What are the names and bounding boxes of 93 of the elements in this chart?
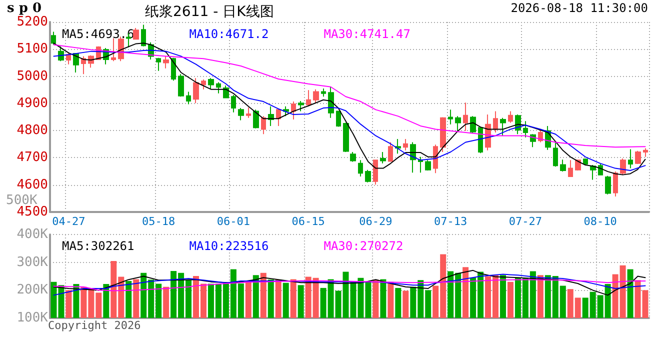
y-tick-label: 4600 (16, 177, 48, 192)
candlestick (463, 102, 468, 132)
text: Copyright 2026 (48, 319, 141, 332)
candlestick (328, 86, 334, 118)
candlestick (336, 110, 341, 128)
candlestick (186, 91, 191, 105)
candlestick (478, 126, 483, 154)
y-tick-label: 4900 (16, 96, 48, 111)
candlestick (380, 152, 386, 164)
candlestick (156, 57, 161, 72)
chart-subtitle: 纸浆2611 - 日K线图 (145, 4, 274, 20)
candlestick (350, 152, 356, 162)
candlestick (470, 116, 476, 134)
candlestick (201, 79, 206, 90)
text: 2026-08-18 11:30:00 (510, 1, 648, 15)
line-series (53, 279, 646, 292)
series-label: MA5:4693.6 (62, 27, 134, 41)
candlestick (643, 148, 648, 158)
y-tick-label: 100K (16, 310, 48, 326)
candlestick (261, 116, 266, 135)
candlestick (493, 110, 498, 133)
candlestick (560, 159, 566, 172)
candlestick (276, 108, 281, 126)
y-tick-label: 5200 (16, 14, 48, 30)
candlestick (448, 109, 453, 125)
candlestick (388, 142, 393, 162)
line-series (53, 274, 646, 296)
candlestick (133, 27, 139, 40)
candlestick (425, 160, 431, 171)
candlestick (66, 52, 71, 65)
candlestick (635, 150, 641, 164)
candlestick (583, 158, 588, 166)
candlestick (193, 78, 199, 104)
x-tick-label: 07-13 (434, 215, 468, 228)
candlestick (298, 100, 304, 112)
candlestick (178, 74, 184, 98)
candlestick (208, 78, 214, 90)
x-tick-label: 05-18 (142, 215, 176, 228)
x-tick-label: 07-27 (508, 215, 542, 228)
y-tick-label: 5100 (16, 42, 48, 57)
x-tick-label: 06-01 (216, 215, 250, 228)
x-tick-label: 08-10 (584, 215, 617, 228)
candlestick (358, 160, 363, 177)
candlestick (246, 107, 251, 118)
candlestick (216, 82, 221, 94)
candlestick (418, 156, 423, 174)
y-tick-label: 4800 (16, 123, 48, 138)
series-label: MA10:4671.2 (189, 27, 269, 41)
candlestick (628, 148, 633, 169)
text: MA30:270272 (324, 239, 404, 253)
candlestick (141, 24, 146, 47)
candlestick (313, 88, 319, 104)
candlestick (58, 46, 64, 62)
candlestick (306, 90, 311, 107)
candlestick (253, 109, 259, 129)
candlestick (321, 88, 326, 98)
y-tick-label: 300K (16, 254, 48, 270)
line-series (53, 44, 646, 148)
candlestick (440, 116, 446, 153)
candlestick (455, 116, 461, 132)
chart-title: s p 0 (7, 1, 42, 16)
candlestick (111, 38, 116, 62)
candlestick (500, 117, 506, 136)
candlestick (51, 31, 56, 46)
y-tick-label: 4700 (16, 150, 48, 166)
candlestick (568, 160, 573, 178)
y-tick-label: 5000 (16, 68, 48, 84)
candlestick (395, 138, 401, 154)
candlestick (523, 120, 528, 138)
candlestick (553, 142, 558, 168)
text: MA30:4741.47 (324, 27, 410, 41)
candlestick (171, 57, 176, 82)
candlestick (343, 122, 349, 153)
candlestick (231, 94, 236, 113)
y-tick-label: 200K (16, 282, 48, 298)
text: MA10:223516 (189, 239, 269, 253)
candlestick (403, 138, 408, 151)
candlestick (291, 101, 296, 120)
y-tick-label: 400K (16, 227, 48, 242)
candlestick (605, 175, 611, 195)
x-tick-label: 04-27 (52, 215, 86, 228)
text: MA5:302261 (62, 239, 134, 253)
candlestick (373, 159, 378, 186)
x-tick-label: 06-15 (292, 215, 325, 228)
y-tick-label: 4500 (16, 204, 48, 220)
candlestick (508, 110, 513, 124)
candlestick (163, 56, 169, 69)
x-tick-label: 06-29 (359, 215, 392, 228)
candlestick (620, 158, 626, 176)
line-series (53, 270, 646, 296)
candlestick (238, 108, 244, 121)
candlestick (613, 171, 618, 198)
candlestick (365, 169, 371, 183)
